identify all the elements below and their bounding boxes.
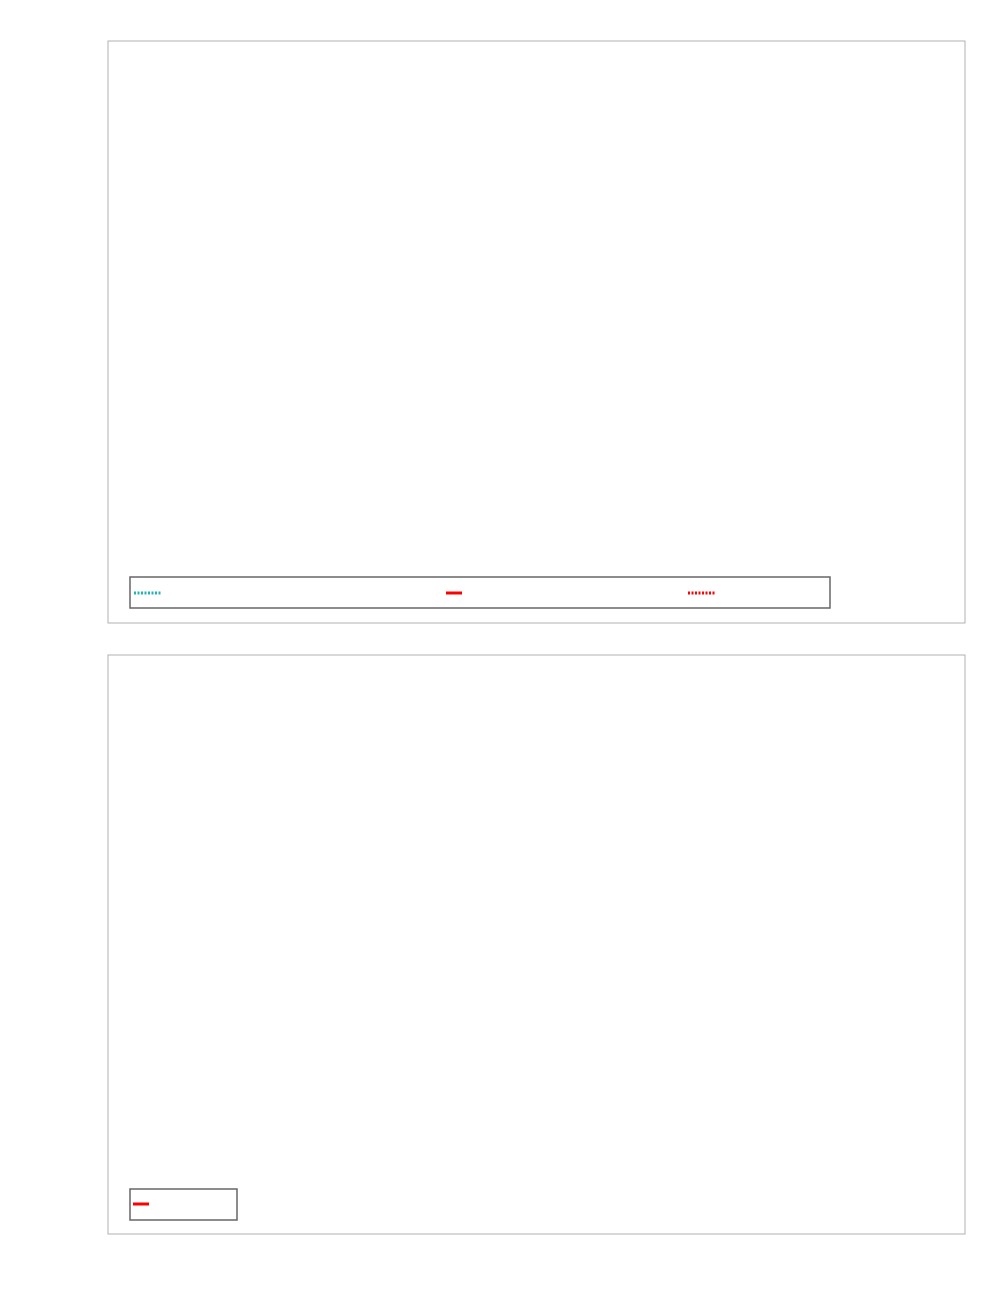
top-plot-frame (107, 40, 966, 624)
top-panel (107, 40, 966, 624)
top-legend (129, 576, 831, 609)
bottom-panel (107, 654, 966, 1235)
bottom-plot-frame (107, 654, 966, 1235)
bottom-legend (129, 1188, 238, 1221)
